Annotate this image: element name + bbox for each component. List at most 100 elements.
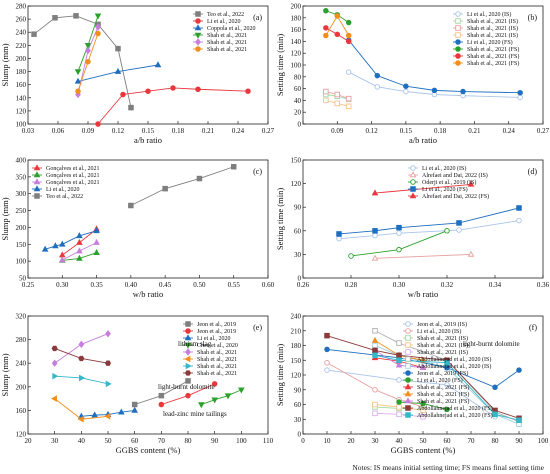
data-point xyxy=(396,377,402,383)
y-tick-label: 220 xyxy=(16,42,27,50)
legend-entry: Shah et al., 2021 (FS) xyxy=(417,391,469,398)
data-point xyxy=(396,352,402,359)
legend-marker xyxy=(455,60,461,66)
data-point xyxy=(372,228,378,234)
series-line xyxy=(348,39,521,94)
x-tick-label: 0.35 xyxy=(90,281,103,289)
data-point xyxy=(345,103,352,110)
x-tick-label: 0.18 xyxy=(172,127,185,135)
legend-entry: Shah et al., 2021 (FS) xyxy=(467,60,519,67)
data-point xyxy=(372,401,378,408)
x-tick-label: 50 xyxy=(420,437,428,445)
series-6 xyxy=(75,30,101,94)
data-point xyxy=(158,401,165,408)
series-14 xyxy=(372,352,522,423)
x-tick-label: 0.12 xyxy=(365,127,378,135)
legend-marker xyxy=(405,370,411,376)
x-tick-label: 0.15 xyxy=(142,127,155,135)
plot-area-frame xyxy=(27,159,269,279)
data-point xyxy=(345,95,352,102)
x-tick-label: 0.27 xyxy=(262,127,275,135)
x-tick-label: 0.30 xyxy=(393,281,406,289)
x-axis-label: GGBS content (%) xyxy=(116,445,181,455)
y-tick-label: 280 xyxy=(16,3,27,11)
data-point xyxy=(467,180,475,187)
y-tick-label: 300 xyxy=(16,190,27,198)
series-8 xyxy=(51,345,112,366)
x-tick-label: 90 xyxy=(516,437,524,445)
x-tick-label: 0.36 xyxy=(537,281,550,289)
legend-entry: Shah et al., 2021 (IS) xyxy=(467,25,518,32)
data-point xyxy=(396,340,402,346)
legend-entry: Teo et al., 2022 xyxy=(46,194,83,200)
data-point xyxy=(185,378,191,384)
legend-marker xyxy=(184,342,192,349)
panel-label: (e) xyxy=(253,323,262,332)
data-point xyxy=(345,32,352,39)
data-point xyxy=(396,230,402,236)
y-tick-label: 60 xyxy=(294,227,302,235)
legend-entry: Chen et al., 2020 xyxy=(197,343,238,349)
data-point xyxy=(128,104,134,111)
legend-entry: Shah et al., 2021 xyxy=(197,350,237,356)
legend-entry: Oderji et al., 2019 (IS) xyxy=(422,179,476,186)
y-tick-label: 120 xyxy=(16,431,27,439)
chart-panel-4: 0.26 0.28 0.30 0.32 0.34 0.36 0 30 60 90 120 150 w/b… xyxy=(275,157,550,300)
data-point xyxy=(105,329,111,338)
x-tick-label: 0.09 xyxy=(82,127,95,135)
legend-marker xyxy=(410,186,416,192)
y-axis-label: Setting time (min) xyxy=(275,188,285,250)
x-tick-label: 80 xyxy=(185,437,193,445)
x-tick-label: 40 xyxy=(78,437,86,445)
data-point xyxy=(334,13,341,19)
legend-marker xyxy=(184,355,191,363)
data-point xyxy=(345,19,352,26)
x-tick-label: 0.24 xyxy=(232,127,245,135)
x-tick-label: 0.40 xyxy=(125,281,138,289)
legend-marker xyxy=(455,11,461,17)
x-tick-label: 0 xyxy=(301,437,305,445)
data-point xyxy=(131,401,138,408)
x-tick-label: 0.32 xyxy=(441,281,454,289)
panel-label: (a) xyxy=(253,13,262,22)
series-4 xyxy=(323,97,352,110)
data-point xyxy=(76,247,83,254)
legend: Jeon et al., 2019 (IS)Li et al., 2020 (I… xyxy=(403,321,493,419)
data-point xyxy=(372,410,378,417)
legend-entry: Gonçalves et al., 2021 xyxy=(46,180,99,186)
data-point xyxy=(517,89,523,96)
legend-entry: Li et al., 2020 xyxy=(46,187,80,193)
data-point xyxy=(456,220,462,226)
x-tick-label: 0.45 xyxy=(159,281,172,289)
legend-marker xyxy=(405,356,411,362)
legend-marker xyxy=(194,32,202,39)
legend-entry: Shah et al., 2021 (IS) xyxy=(467,18,518,25)
x-tick-label: 50 xyxy=(105,437,113,445)
series-2 xyxy=(371,250,475,261)
data-point xyxy=(324,332,330,339)
x-tick-label: 20 xyxy=(348,437,356,445)
y-tick-label: 0 xyxy=(298,275,302,283)
legend-entry: Li et al., 2020 xyxy=(197,336,231,342)
series-8 xyxy=(323,13,352,39)
data-point xyxy=(323,88,329,95)
series-1 xyxy=(31,13,134,111)
data-point xyxy=(336,235,342,242)
legend-marker xyxy=(194,24,202,31)
x-axis-label: a/b ratio xyxy=(409,135,437,145)
legend-entry: Abdollahnejad et al., 2020 (IS) xyxy=(417,356,491,363)
data-point xyxy=(51,345,58,352)
y-tick-label: 160 xyxy=(291,26,302,34)
y-tick-label: 240 xyxy=(291,313,302,321)
x-tick-label: 0.24 xyxy=(503,127,516,135)
data-point xyxy=(372,232,378,239)
y-tick-label: 400 xyxy=(16,157,27,165)
x-tick-label: 0.03 xyxy=(22,127,35,135)
y-tick-label: 90 xyxy=(294,204,302,212)
y-tick-label: 120 xyxy=(16,107,27,115)
y-tick-label: 0 xyxy=(298,121,302,129)
y-tick-label: 200 xyxy=(291,3,302,11)
y-tick-label: 150 xyxy=(291,157,302,165)
legend-entry: Li et al., 2020 (FS) xyxy=(417,377,463,384)
data-point xyxy=(93,227,100,234)
